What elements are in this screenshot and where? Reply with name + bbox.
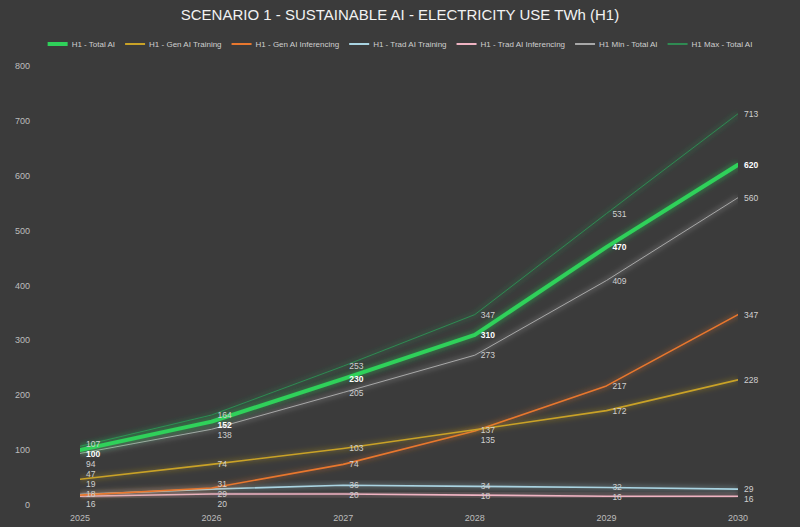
data-label: 409 [612, 276, 626, 286]
legend-label: H1 - Total AI [72, 40, 115, 49]
data-label: 103 [349, 443, 363, 453]
legend-item: H1 - Gen AI Inferencing [232, 40, 340, 49]
data-label: 20 [218, 499, 228, 509]
legend-swatch [668, 43, 688, 45]
data-label: 310 [481, 330, 495, 340]
data-label: 164 [218, 410, 232, 420]
series-line [80, 494, 738, 496]
data-label: 29 [744, 484, 754, 494]
y-tick-label: 200 [15, 390, 30, 400]
title: SCENARIO 1 - SUSTAINABLE AI - ELECTRICIT… [181, 6, 619, 23]
legend-label: H1 Max - Total AI [692, 40, 753, 49]
y-tick-label: 700 [15, 116, 30, 126]
data-label: 107 [86, 439, 100, 449]
data-label: 230 [349, 374, 363, 384]
legend-swatch [575, 43, 595, 45]
x-tick-label: 2025 [70, 513, 90, 523]
lines [80, 114, 738, 496]
data-label: 137 [481, 425, 495, 435]
legend-label: H1 - Trad AI Inferencing [481, 40, 566, 49]
legend: H1 - Total AI H1 - Gen AI Training H1 - Ge… [48, 40, 753, 49]
y-tick-label: 600 [15, 171, 30, 181]
x-tick-label: 2026 [202, 513, 222, 523]
data-label: 19 [86, 479, 96, 489]
data-label: 172 [612, 406, 626, 416]
background [0, 0, 800, 527]
legend-swatch [48, 42, 68, 46]
legend-swatch [232, 43, 252, 45]
data-label: 560 [744, 193, 758, 203]
series-line [80, 165, 738, 450]
data-label: 47 [86, 469, 96, 479]
line-glow [80, 114, 738, 447]
data-label: 18 [481, 491, 491, 501]
legend-item: H1 - Gen AI Training [125, 40, 221, 49]
data-labels: 1071009447191816164152138743129202532302… [86, 109, 758, 509]
data-label: 135 [481, 435, 495, 445]
data-label: 217 [612, 381, 626, 391]
data-label: 347 [744, 310, 758, 320]
data-label: 100 [86, 449, 100, 459]
legend-label: H1 - Gen AI Inferencing [256, 40, 340, 49]
data-label: 29 [218, 489, 228, 499]
data-label: 74 [218, 459, 228, 469]
data-label: 20 [349, 490, 359, 500]
legend-item: H1 - Trad AI Training [349, 40, 446, 49]
series-line [80, 315, 738, 496]
legend-label: H1 - Gen AI Training [149, 40, 221, 49]
data-label: 620 [744, 160, 758, 170]
line-glow [80, 315, 738, 496]
data-label: 531 [612, 209, 626, 219]
legend-item: H1 Max - Total AI [668, 40, 753, 49]
y-tick-label: 800 [15, 61, 30, 71]
y-tick-label: 400 [15, 281, 30, 291]
data-label: 152 [218, 420, 232, 430]
data-label: 34 [481, 481, 491, 491]
y-tick-label: 300 [15, 335, 30, 345]
data-label: 94 [86, 459, 96, 469]
data-label: 470 [612, 242, 626, 252]
data-label: 138 [218, 430, 232, 440]
data-label: 36 [349, 480, 359, 490]
legend-label: H1 - Trad AI Training [373, 40, 446, 49]
series-line [80, 198, 738, 454]
line-glow [80, 494, 738, 496]
data-label: 16 [744, 494, 754, 504]
y-tick-label: 500 [15, 226, 30, 236]
line-glow [80, 198, 738, 454]
data-label: 273 [481, 350, 495, 360]
data-label: 74 [349, 459, 359, 469]
data-label: 228 [744, 375, 758, 385]
data-label: 32 [612, 482, 622, 492]
legend-swatch [349, 43, 369, 45]
chart: SCENARIO 1 - SUSTAINABLE AI - ELECTRICIT… [0, 0, 800, 527]
x-tick-label: 2028 [465, 513, 485, 523]
legend-item: H1 - Trad AI Inferencing [457, 40, 566, 49]
data-label: 713 [744, 109, 758, 119]
x-tick-label: 2030 [728, 513, 748, 523]
data-label: 18 [86, 489, 96, 499]
y-tick-label: 0 [25, 500, 30, 510]
data-label: 16 [612, 492, 622, 502]
legend-swatch [457, 43, 477, 45]
legend-label: H1 Min - Total AI [599, 40, 658, 49]
data-label: 31 [218, 479, 228, 489]
legend-swatch [125, 43, 145, 45]
x-tick-label: 2029 [596, 513, 616, 523]
data-label: 205 [349, 388, 363, 398]
x-tick-label: 2027 [333, 513, 353, 523]
data-label: 347 [481, 310, 495, 320]
line-glow [80, 165, 738, 450]
legend-item: H1 - Total AI [48, 40, 115, 49]
data-label: 16 [86, 499, 96, 509]
legend-item: H1 Min - Total AI [575, 40, 658, 49]
y-tick-label: 100 [15, 445, 30, 455]
data-label: 253 [349, 361, 363, 371]
series-line [80, 114, 738, 447]
